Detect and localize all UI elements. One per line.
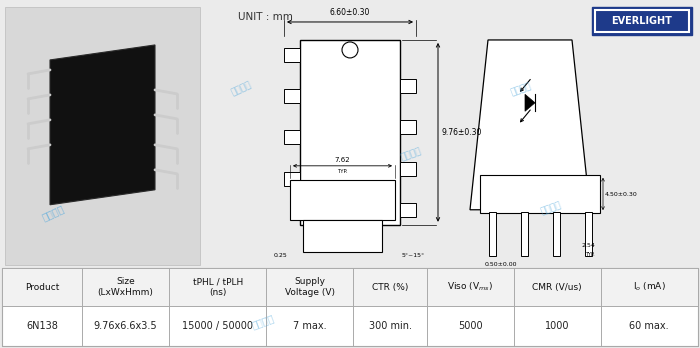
Text: Viso (V$_{ms}$): Viso (V$_{ms}$) bbox=[447, 281, 493, 293]
Text: 0.50±0.00: 0.50±0.00 bbox=[485, 262, 517, 267]
Text: 4.50±0.30: 4.50±0.30 bbox=[605, 192, 638, 197]
Text: UNIT : mm: UNIT : mm bbox=[238, 12, 293, 22]
Polygon shape bbox=[525, 94, 535, 111]
Text: 超毅电子: 超毅电子 bbox=[250, 313, 276, 330]
Text: Size
(LxWxHmm): Size (LxWxHmm) bbox=[97, 277, 153, 297]
FancyBboxPatch shape bbox=[400, 161, 416, 175]
FancyBboxPatch shape bbox=[552, 212, 559, 256]
Text: CTR (%): CTR (%) bbox=[372, 283, 408, 292]
Text: Supply
Voltage (V): Supply Voltage (V) bbox=[285, 277, 335, 297]
Circle shape bbox=[342, 42, 358, 58]
Text: 7 max.: 7 max. bbox=[293, 321, 327, 331]
Text: 15000 / 50000: 15000 / 50000 bbox=[182, 321, 253, 331]
FancyBboxPatch shape bbox=[5, 7, 200, 265]
FancyBboxPatch shape bbox=[521, 212, 528, 256]
Text: 超毅电子: 超毅电子 bbox=[400, 146, 424, 162]
FancyBboxPatch shape bbox=[400, 79, 416, 93]
FancyBboxPatch shape bbox=[300, 40, 400, 225]
FancyBboxPatch shape bbox=[489, 212, 496, 256]
FancyBboxPatch shape bbox=[592, 7, 692, 35]
Polygon shape bbox=[303, 220, 382, 252]
FancyBboxPatch shape bbox=[2, 268, 698, 306]
Text: 超毅电子: 超毅电子 bbox=[40, 203, 66, 222]
Text: tPHL / tPLH
(ns): tPHL / tPLH (ns) bbox=[193, 277, 243, 297]
Text: 9.76x6.6x3.5: 9.76x6.6x3.5 bbox=[94, 321, 158, 331]
FancyBboxPatch shape bbox=[284, 130, 300, 144]
Text: 超毅电子: 超毅电子 bbox=[540, 201, 564, 217]
Text: 6.60±0.30: 6.60±0.30 bbox=[330, 8, 370, 17]
Text: 超毅电子: 超毅电子 bbox=[230, 80, 253, 97]
FancyBboxPatch shape bbox=[400, 203, 416, 217]
FancyBboxPatch shape bbox=[400, 120, 416, 134]
Text: 2.54: 2.54 bbox=[581, 243, 595, 248]
FancyBboxPatch shape bbox=[284, 172, 300, 185]
Text: 0.25: 0.25 bbox=[273, 253, 287, 258]
Text: 超毅电子: 超毅电子 bbox=[510, 81, 533, 97]
FancyBboxPatch shape bbox=[480, 175, 600, 213]
Polygon shape bbox=[470, 40, 590, 210]
Text: CMR (V/us): CMR (V/us) bbox=[532, 283, 582, 292]
Text: 60 max.: 60 max. bbox=[629, 321, 669, 331]
Text: TYP.: TYP. bbox=[585, 252, 595, 257]
Text: 9.76±0.30: 9.76±0.30 bbox=[442, 128, 482, 137]
Text: 5000: 5000 bbox=[458, 321, 482, 331]
FancyBboxPatch shape bbox=[284, 48, 300, 62]
Text: 5°~15°: 5°~15° bbox=[402, 253, 425, 258]
Text: EVERLIGHT: EVERLIGHT bbox=[612, 16, 673, 26]
FancyBboxPatch shape bbox=[2, 268, 698, 346]
Text: 6N138: 6N138 bbox=[26, 321, 58, 331]
Text: 300 min.: 300 min. bbox=[368, 321, 412, 331]
Text: 1000: 1000 bbox=[545, 321, 569, 331]
FancyBboxPatch shape bbox=[584, 212, 592, 256]
FancyBboxPatch shape bbox=[284, 89, 300, 103]
Text: Product: Product bbox=[25, 283, 60, 292]
Polygon shape bbox=[290, 180, 395, 220]
Polygon shape bbox=[50, 45, 155, 205]
Text: TYP.: TYP. bbox=[337, 169, 348, 174]
Text: 7.62: 7.62 bbox=[335, 157, 350, 163]
Text: I$_o$ (mA): I$_o$ (mA) bbox=[633, 281, 666, 293]
